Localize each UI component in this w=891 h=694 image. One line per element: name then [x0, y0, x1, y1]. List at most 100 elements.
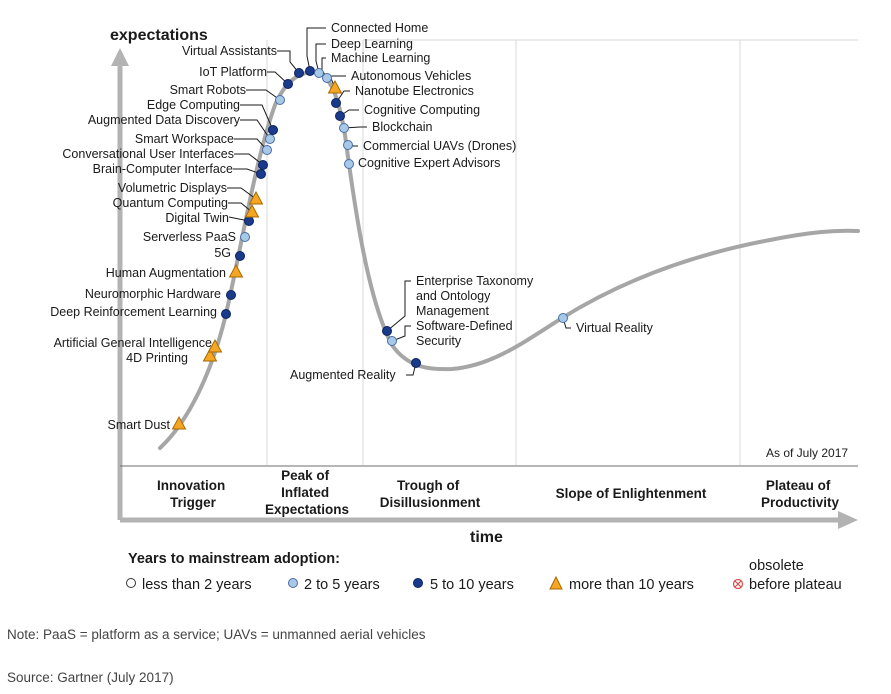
- phase-dividers: [266, 40, 741, 465]
- technology-marker: [343, 140, 353, 150]
- technology-label: Edge Computing: [147, 98, 240, 112]
- technology-label: Blockchain: [372, 120, 432, 134]
- technology-label-line: Connected Home: [331, 21, 428, 35]
- technology-label-line: Commercial UAVs (Drones): [363, 139, 516, 153]
- technology-label: IoT Platform: [199, 65, 267, 79]
- technology-label-line: Virtual Assistants: [182, 44, 277, 58]
- technology-label: Neuromorphic Hardware: [85, 287, 221, 301]
- technology-label: Conversational User Interfaces: [62, 147, 234, 161]
- technology-label-line: and Ontology: [416, 289, 491, 303]
- technology-label: Cognitive Computing: [364, 103, 480, 117]
- technology-marker: [294, 68, 304, 78]
- leader-line: [246, 89, 281, 101]
- technology-label-line: Human Augmentation: [106, 266, 226, 280]
- technology-label: Commercial UAVs (Drones): [363, 139, 516, 153]
- technology-label-line: Conversational User Interfaces: [62, 147, 234, 161]
- technology-label-line: Artificial General Intelligence: [54, 336, 212, 350]
- technology-marker: [335, 111, 345, 121]
- leader-line: [386, 280, 411, 332]
- technology-label-line: Cognitive Computing: [364, 103, 480, 117]
- technology-label-line: 4D Printing: [126, 351, 188, 365]
- technology-label-line: Enterprise Taxonomy: [416, 274, 534, 288]
- technology-marker: [207, 338, 223, 353]
- legend-title: Years to mainstream adoption:: [128, 551, 340, 567]
- technology-marker: [226, 290, 236, 300]
- technology-marker: [256, 169, 266, 179]
- technology-marker: [387, 336, 397, 346]
- technology-label: Smart Dust: [107, 418, 170, 432]
- technology-label: Virtual Reality: [576, 321, 654, 335]
- legend-item: more than 10 years: [549, 575, 694, 593]
- phase-label: Plateau of Productivity: [761, 478, 840, 510]
- technology-label: Augmented Data Discovery: [88, 113, 241, 127]
- x-axis-label: time: [470, 529, 503, 546]
- legend: less than 2 years 2 to 5 years 5 to 10 y…: [126, 558, 842, 593]
- technology-label-line: Volumetric Displays: [118, 181, 227, 195]
- technology-label: Deep Reinforcement Learning: [50, 305, 217, 319]
- phase-line: Disillusionment: [380, 495, 481, 510]
- technology-marker: [265, 134, 275, 144]
- technology-label: Volumetric Displays: [118, 181, 227, 195]
- source-line: Source: Gartner (July 2017): [7, 670, 174, 685]
- technology-label-line: Blockchain: [372, 120, 432, 134]
- technology-label: Brain-Computer Interface: [93, 162, 233, 176]
- technology-label: Enterprise Taxonomy and Ontology Managemen…: [416, 274, 534, 318]
- technology-label-line: Smart Robots: [170, 83, 246, 97]
- technology-marker: [258, 160, 268, 170]
- leader-line: [315, 43, 326, 74]
- technology-label: Quantum Computing: [113, 196, 228, 210]
- leader-line: [234, 153, 264, 166]
- phase-label: Slope of Enlightenment: [556, 486, 707, 501]
- technology-markers: [171, 66, 568, 430]
- technology-label-line: Deep Reinforcement Learning: [50, 305, 217, 319]
- leader-line: [267, 71, 289, 85]
- technology-label: Artificial General Intelligence: [54, 336, 212, 350]
- technology-label-line: Software-Defined: [416, 319, 513, 333]
- technology-marker: [283, 79, 293, 89]
- technology-label: Connected Home: [331, 21, 428, 35]
- technology-marker: [244, 216, 254, 226]
- technology-marker: [240, 232, 250, 242]
- leader-line: [343, 126, 367, 129]
- technology-marker: [262, 145, 272, 155]
- legend-label: before plateau: [749, 577, 842, 593]
- technology-marker: [248, 190, 264, 205]
- technology-marker: [558, 313, 568, 323]
- technology-label-line: Quantum Computing: [113, 196, 228, 210]
- technology-marker: [268, 125, 278, 135]
- legend-label: more than 10 years: [569, 577, 694, 593]
- phase-label: Innovation Trigger: [157, 478, 229, 510]
- technology-label-line: 5G: [214, 246, 231, 260]
- phase-label: Trough of Disillusionment: [380, 478, 481, 510]
- phase-label: Peak of Inflated Expectations: [265, 468, 349, 517]
- legend-label: obsolete: [749, 558, 804, 574]
- technology-label-line: Machine Learning: [331, 51, 430, 65]
- technology-label: Smart Robots: [170, 83, 246, 97]
- hype-cycle-chart: expectations time As of July 2017 Innova…: [50, 21, 860, 593]
- technology-label-line: Management: [416, 304, 489, 318]
- technology-label-line: Nanotube Electronics: [355, 84, 474, 98]
- technology-marker: [331, 98, 341, 108]
- phase-line: Trough of: [397, 478, 460, 493]
- legend-label: 5 to 10 years: [430, 577, 514, 593]
- technology-label-line: Augmented Reality: [290, 368, 396, 382]
- technology-marker: [382, 326, 392, 336]
- technology-label: Serverless PaaS: [143, 230, 236, 244]
- legend-marker-2to5: [288, 578, 298, 588]
- leader-line: [306, 27, 326, 72]
- phase-line: Inflated: [281, 485, 329, 500]
- technology-label-line: Neuromorphic Hardware: [85, 287, 221, 301]
- technology-label: Cognitive Expert Advisors: [358, 156, 500, 170]
- leader-line: [391, 325, 411, 342]
- y-axis-label: expectations: [110, 27, 208, 44]
- phase-line: Productivity: [761, 495, 840, 510]
- technology-marker: [314, 68, 324, 78]
- technology-label: Digital Twin: [165, 211, 229, 225]
- technology-label: 5G: [214, 246, 231, 260]
- technology-label-line: Security: [416, 334, 462, 348]
- x-axis: [120, 511, 858, 529]
- leader-line: [240, 104, 274, 131]
- legend-item: obsolete before plateau: [732, 558, 842, 593]
- phase-line: Plateau of: [766, 478, 831, 493]
